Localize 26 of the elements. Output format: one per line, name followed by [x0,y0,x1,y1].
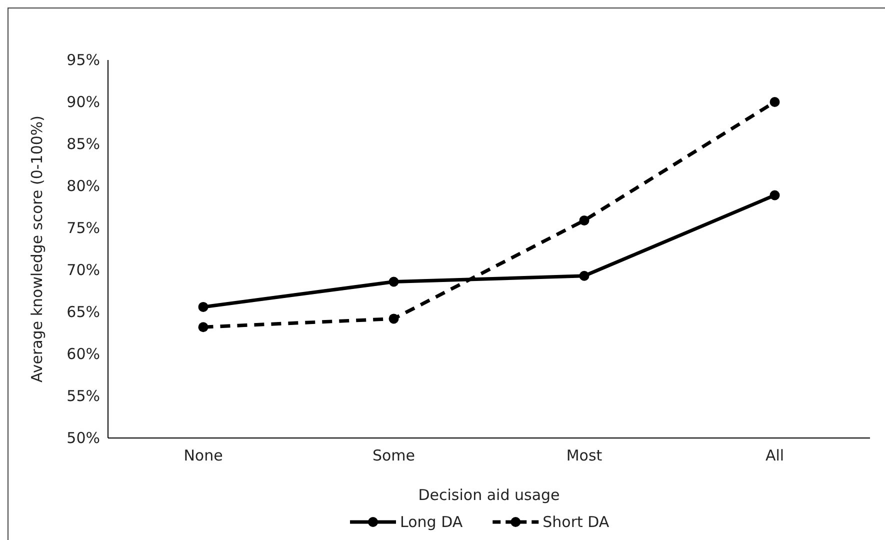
y-tick-label: 85% [66,134,100,153]
point [770,97,780,107]
x-tick-label: Some [372,446,416,465]
legend-label: Long DA [400,513,464,531]
point [198,322,208,332]
x-tick-label: Most [566,446,602,465]
y-tick-label: 75% [66,218,100,237]
y-tick-label: 90% [66,92,100,111]
point [579,270,590,281]
point [770,190,780,200]
y-tick-label: 65% [66,302,100,321]
y-tick-label: 55% [66,386,100,405]
y-tick-label: 95% [66,50,100,69]
point [388,314,399,324]
x-tick-label: None [184,446,223,465]
y-tick-label: 70% [66,260,100,279]
x-tick-label: All [765,446,784,465]
point [579,215,590,226]
point [198,302,208,312]
point [388,276,399,287]
x-axis-title: Decision aid usage [418,486,560,504]
y-tick-label: 50% [66,428,100,447]
y-tick-label: 60% [66,344,100,363]
y-axis-title: Average knowledge score (0-100%) [28,115,46,383]
legend-label: Short DA [542,513,610,531]
y-tick-label: 80% [66,176,100,195]
